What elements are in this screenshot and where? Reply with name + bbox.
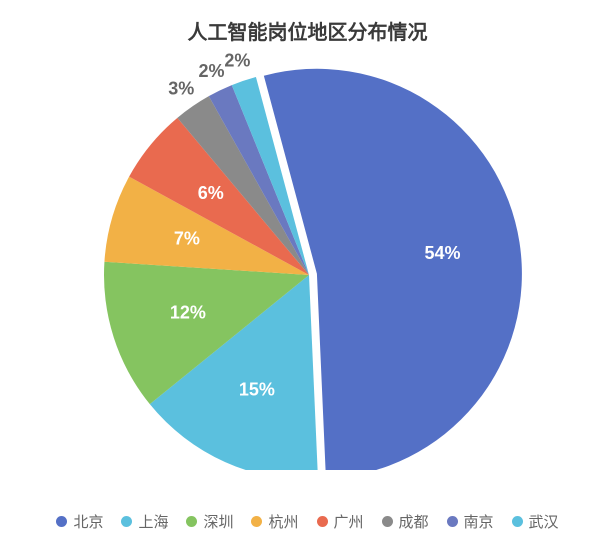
slice-label: 6% [198,183,224,203]
slice-label: 12% [170,302,206,322]
chart-container: 人工智能岗位地区分布情况 54%15%12%7%6%3%2%2% 北京上海深圳杭… [0,0,615,548]
legend-item: 成都 [382,511,429,532]
slice-label: 7% [174,228,200,248]
legend-swatch [317,516,328,527]
legend-item: 南京 [447,511,494,532]
legend-swatch [251,516,262,527]
legend-label: 成都 [399,511,429,532]
legend-label: 武汉 [529,511,559,532]
legend-swatch [186,516,197,527]
slice-label: 3% [168,79,194,99]
legend-item: 北京 [56,511,103,532]
legend-swatch [121,516,132,527]
legend-label: 上海 [138,511,168,532]
legend-item: 上海 [121,511,168,532]
legend-label: 杭州 [268,511,298,532]
slice-label: 2% [198,61,224,81]
legend-label: 南京 [464,511,494,532]
legend: 北京 上海 深圳 杭州 广州 成都 南京 武汉 [0,511,615,532]
legend-swatch [382,516,393,527]
legend-item: 武汉 [512,511,559,532]
slice-label: 15% [239,380,275,400]
slice-label: 2% [224,50,250,70]
pie-chart: 54%15%12%7%6%3%2%2% [54,50,564,470]
legend-label: 广州 [334,511,364,532]
legend-label: 深圳 [203,511,233,532]
chart-title: 人工智能岗位地区分布情况 [0,16,615,45]
slice-label: 54% [425,243,461,263]
legend-label: 北京 [73,511,103,532]
legend-item: 广州 [317,511,364,532]
legend-item: 杭州 [251,511,298,532]
legend-swatch [447,516,458,527]
legend-swatch [512,516,523,527]
legend-swatch [56,516,67,527]
legend-item: 深圳 [186,511,233,532]
